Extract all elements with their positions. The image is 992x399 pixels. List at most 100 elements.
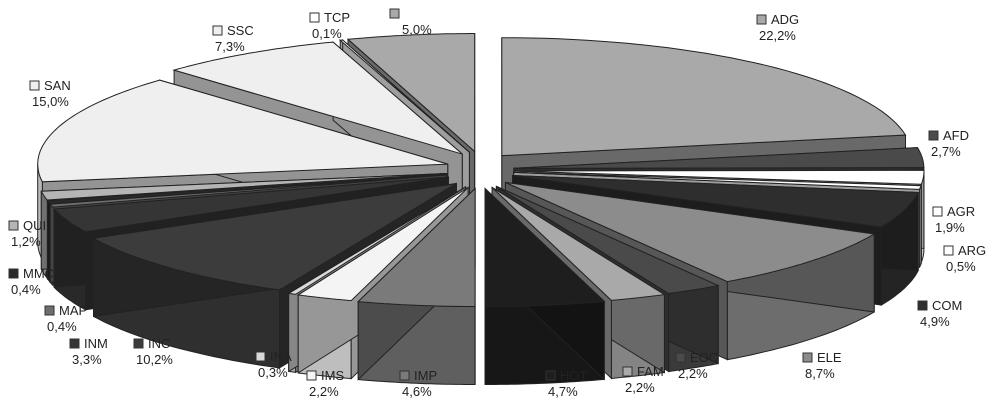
label-code-adg: ADG — [771, 12, 799, 27]
legend-swatch-afd — [928, 130, 939, 141]
slice-agr — [513, 169, 925, 185]
label-value-map: 0,4% — [47, 319, 77, 334]
label-code-tcp: TCP — [324, 10, 350, 25]
slice-ele — [505, 181, 876, 283]
label-code-inm: INM — [84, 336, 108, 351]
label-code-qui: QUI — [23, 218, 46, 233]
slice-tcp — [338, 39, 470, 153]
label-code-ele: ELE — [817, 350, 842, 365]
label-value-ina: 0,3% — [258, 365, 288, 380]
label-value-qui: 1,2% — [11, 234, 41, 249]
legend-swatch-ssc — [212, 25, 223, 36]
label-value-inc: 10,2% — [136, 352, 173, 367]
slice-adg — [501, 37, 907, 157]
label-value-hot: 4,7% — [548, 384, 578, 399]
legend-swatch-arg — [943, 245, 954, 256]
legend-swatch-imp — [399, 370, 410, 381]
legend-swatch-fam — [622, 366, 633, 377]
slice-ssc — [172, 41, 463, 155]
label-code-map: MAP — [59, 303, 87, 318]
slice-inc — [91, 182, 457, 291]
slice-map — [49, 174, 448, 208]
label-value-ims: 2,2% — [309, 384, 339, 399]
slice-inm — [52, 176, 449, 233]
slice-mmc — [46, 173, 448, 205]
label-code-arg: ARG — [958, 243, 986, 258]
label-value-adg: 22,2% — [759, 28, 796, 43]
slice-fam — [491, 187, 666, 301]
label-other: 5,0% — [389, 8, 432, 37]
label-value-mmc: 0,4% — [11, 282, 41, 297]
legend-swatch-ims — [306, 370, 317, 381]
legend-swatch-inm — [69, 338, 80, 349]
label-code-agr: AGR — [947, 204, 975, 219]
legend-swatch-inc — [133, 338, 144, 349]
label-value-afd: 2,7% — [931, 144, 961, 159]
label-code-eoc: EOC — [690, 350, 718, 365]
label-code-mmc: MMC — [23, 266, 54, 281]
legend-swatch-hot — [545, 370, 556, 381]
label-value-arg: 0,5% — [946, 259, 976, 274]
label-code-ssc: SSC — [227, 23, 254, 38]
slice-hot — [484, 187, 606, 307]
legend-swatch-adg — [756, 14, 767, 25]
legend-swatch-san — [29, 80, 40, 91]
slice-qui — [40, 173, 447, 201]
legend-swatch-qui — [8, 220, 19, 231]
label-value-tcp: 0,1% — [312, 26, 342, 41]
slice-com — [512, 174, 919, 228]
slice-eoc — [496, 185, 720, 295]
slice-other — [346, 33, 476, 153]
label-value-ele: 8,7% — [805, 366, 835, 381]
slice-arg — [513, 171, 922, 190]
legend-swatch-com — [917, 300, 928, 311]
pie-tops — [37, 33, 925, 307]
label-value-other: 5,0% — [402, 22, 432, 37]
legend-swatch-other — [389, 8, 400, 19]
label-value-com: 4,9% — [920, 314, 950, 329]
label-value-agr: 1,9% — [935, 220, 965, 235]
slice-san — [37, 79, 448, 183]
label-code-ims: IMS — [321, 368, 344, 383]
label-value-eoc: 2,2% — [678, 366, 708, 381]
label-code-hot: HOT — [560, 368, 588, 383]
legend-swatch-ina — [255, 351, 266, 362]
slice-afd — [513, 147, 925, 169]
label-code-inc: INC — [148, 336, 170, 351]
legend-swatch-tcp — [309, 12, 320, 23]
label-value-san: 15,0% — [32, 94, 69, 109]
label-value-inm: 3,3% — [72, 352, 102, 367]
label-code-com: COM — [932, 298, 962, 313]
legend-swatch-mmc — [8, 268, 19, 279]
slice-imp — [357, 187, 476, 307]
label-code-imp: IMP — [414, 368, 437, 383]
legend-swatch-agr — [932, 206, 943, 217]
label-code-fam: FAM — [637, 364, 664, 379]
label-value-ssc: 7,3% — [215, 39, 245, 54]
legend-swatch-eoc — [675, 352, 686, 363]
label-code-san: SAN — [44, 78, 71, 93]
label-value-imp: 4,6% — [402, 384, 432, 399]
label-value-fam: 2,2% — [625, 380, 655, 395]
legend-swatch-map — [44, 305, 55, 316]
slice-ina — [286, 186, 466, 295]
label-code-ina: INA — [270, 349, 292, 364]
